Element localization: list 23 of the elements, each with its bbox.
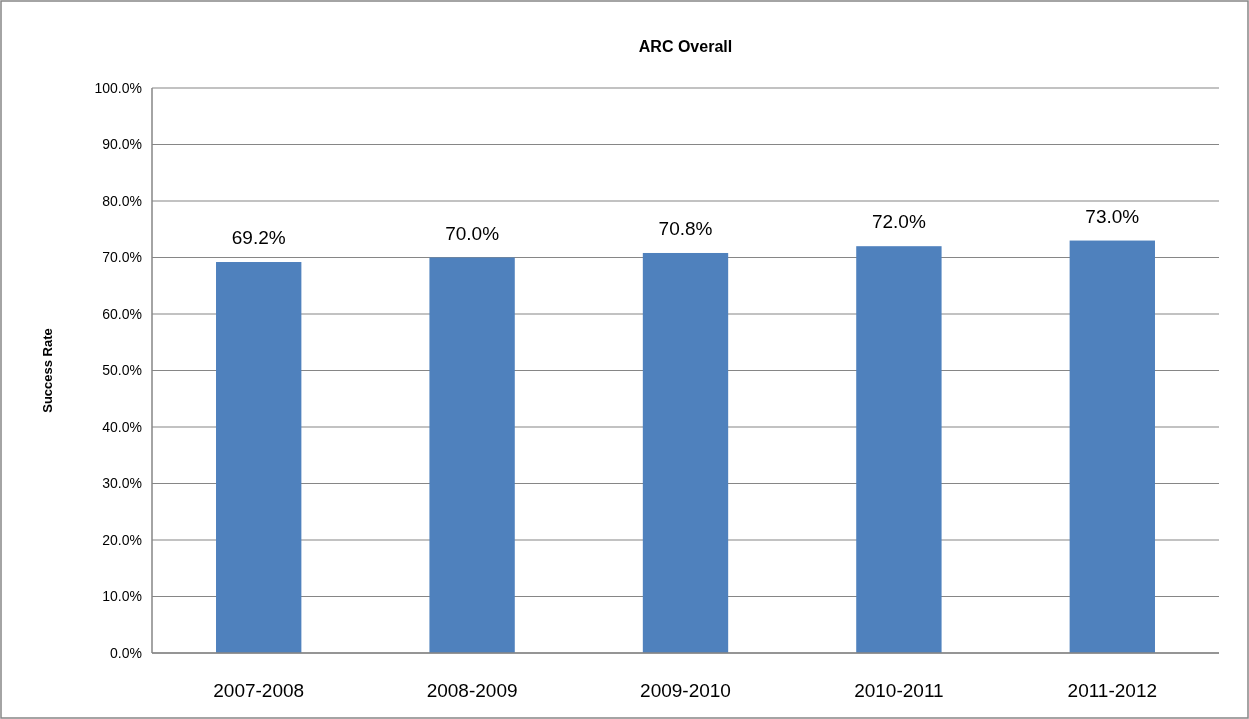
x-tick-label: 2007-2008 bbox=[213, 680, 305, 701]
y-tick-label: 50.0% bbox=[102, 362, 142, 379]
data-label: 70.0% bbox=[445, 222, 500, 244]
y-tick-label: 60.0% bbox=[102, 305, 142, 322]
x-tick-label: 2011-2012 bbox=[1067, 680, 1158, 701]
data-label: 69.2% bbox=[231, 227, 286, 249]
y-tick-label: 10.0% bbox=[102, 588, 142, 605]
data-label: 73.0% bbox=[1085, 205, 1140, 227]
y-tick-label: 70.0% bbox=[102, 249, 142, 266]
x-tick-label: 2009-2010 bbox=[640, 680, 731, 701]
y-axis-title: Success Rate bbox=[40, 328, 55, 413]
y-tick-label: 100.0% bbox=[94, 79, 142, 96]
y-tick-label: 0.0% bbox=[110, 644, 142, 661]
y-tick-label: 90.0% bbox=[102, 136, 142, 153]
chart-title: ARC Overall bbox=[638, 38, 733, 55]
y-tick-label: 20.0% bbox=[102, 531, 142, 548]
y-tick-label: 40.0% bbox=[102, 418, 142, 435]
y-tick-label: 80.0% bbox=[102, 192, 142, 209]
x-tick-label: 2008-2009 bbox=[426, 680, 518, 701]
data-label: 70.8% bbox=[658, 217, 713, 239]
y-tick-label: 30.0% bbox=[102, 475, 142, 492]
data-label: 72.0% bbox=[871, 211, 926, 233]
x-tick-label: 2010-2011 bbox=[854, 680, 944, 701]
